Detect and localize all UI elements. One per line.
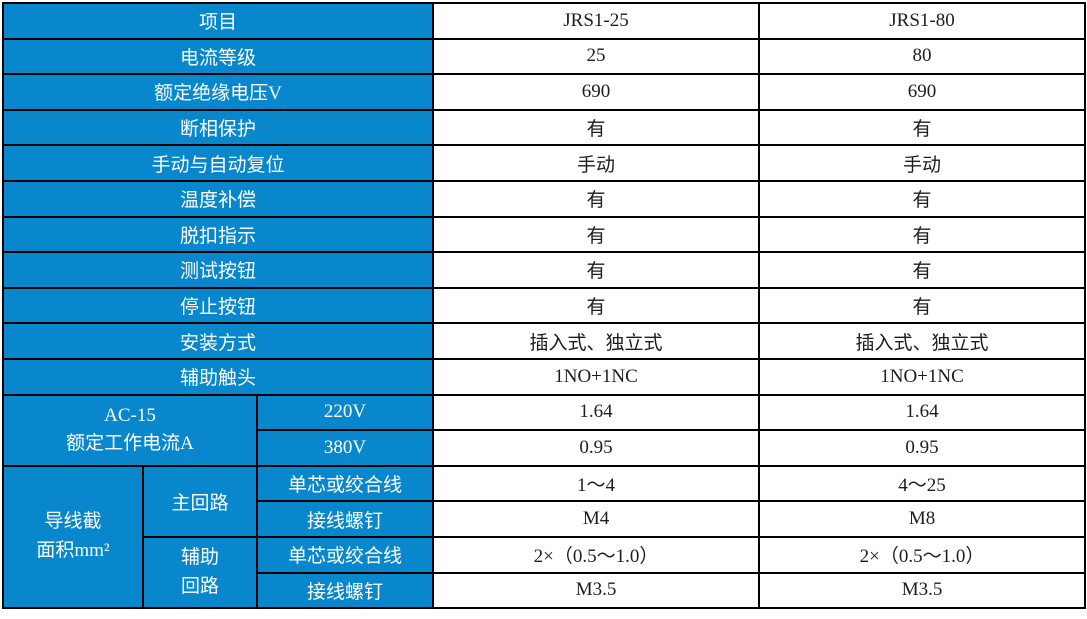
circuit-sub-label: 接线螺钉	[255, 571, 435, 610]
row-value: 有	[432, 286, 761, 325]
table-row-reset-mode: 手动与自动复位 手动 手动	[1, 144, 1087, 182]
row-value: 有	[432, 108, 761, 147]
table-row-phase-failure-protection: 断相保护 有 有	[1, 108, 1087, 147]
header-item-label: 项目	[1, 2, 435, 40]
ac15-sub-label: 220V	[255, 393, 435, 432]
row-value: 有	[758, 251, 1087, 289]
header-model-jrs1-25: JRS1-25	[432, 2, 761, 40]
row-label: 手动与自动复位	[1, 144, 435, 182]
row-value: M4	[432, 500, 761, 538]
row-label: 断相保护	[1, 108, 435, 147]
row-value: 1.64	[758, 393, 1087, 432]
table-row-header: 项目 JRS1-25 JRS1-80	[1, 2, 1087, 40]
table-row-stop-button: 停止按钮 有 有	[1, 286, 1087, 325]
table-row-aux-circuit-wire: 辅助 回路 单芯或绞合线 2×（0.5～1.0） 2×（0.5～1.0）	[3, 535, 1087, 610]
row-value: 690	[758, 73, 1087, 111]
row-label: 脱扣指示	[1, 215, 435, 254]
header-model-jrs1-80: JRS1-80	[758, 2, 1087, 40]
table-row-main-circuit-screw: 接线螺钉 M4 M8	[3, 500, 1087, 538]
row-value: 0.95	[758, 429, 1087, 467]
row-label: 温度补偿	[1, 179, 435, 218]
circuit-sub-label: 单芯或绞合线	[255, 464, 435, 503]
table-row-mounting-type: 安装方式 插入式、独立式 插入式、独立式	[1, 322, 1087, 360]
table-row-ac15-220v: AC-15 额定工作电流A 220V 1.64 1.64	[2, 393, 1087, 467]
row-label: 电流等级	[1, 37, 435, 76]
row-label: 停止按钮	[1, 286, 435, 325]
row-value: 插入式、独立式	[432, 322, 761, 360]
row-value: 2×（0.5～1.0）	[758, 535, 1087, 574]
row-value: 80	[758, 37, 1087, 76]
row-value: 有	[758, 108, 1087, 147]
table-row-current-class: 电流等级 25 80	[1, 37, 1087, 76]
row-label: 安装方式	[1, 322, 435, 360]
ac15-sub-label: 380V	[255, 429, 435, 467]
row-value: M3.5	[432, 571, 761, 610]
table-row-temp-compensation: 温度补偿 有 有	[1, 179, 1087, 218]
row-value: 有	[432, 251, 761, 289]
row-value: 1.64	[432, 393, 761, 432]
table-row-aux-circuit-screw: 接线螺钉 M3.5 M3.5	[3, 571, 1087, 610]
row-value: 插入式、独立式	[758, 322, 1087, 360]
circuit-sub-label: 单芯或绞合线	[255, 535, 435, 574]
table-row-insulation-voltage: 额定绝缘电压V 690 690	[1, 73, 1087, 111]
row-label: 测试按钮	[1, 251, 435, 289]
row-value: M3.5	[758, 571, 1087, 610]
row-label: 辅助触头	[1, 357, 435, 396]
row-value: 1NO+1NC	[432, 357, 761, 396]
table-row-test-button: 测试按钮 有 有	[1, 251, 1087, 289]
row-value: 手动	[432, 144, 761, 182]
circuit-sub-label: 接线螺钉	[255, 500, 435, 538]
row-value: 0.95	[432, 429, 761, 467]
row-label: 额定绝缘电压V	[1, 73, 435, 111]
ac15-group-label: AC-15 额定工作电流A	[2, 393, 258, 467]
aux-circuit-label: 辅助 回路	[142, 535, 258, 610]
table-row-main-circuit-wire: 导线截 面积mm² 主回路 单芯或绞合线 1～4 4～25	[2, 464, 1087, 610]
row-value: 1NO+1NC	[758, 357, 1087, 396]
row-value: 690	[432, 73, 761, 111]
table-row-auxiliary-contacts: 辅助触头 1NO+1NC 1NO+1NC	[1, 357, 1087, 396]
conductor-group-label: 导线截 面积mm²	[2, 464, 144, 610]
table-row-ac15-380v: 380V 0.95 0.95	[3, 429, 1087, 467]
main-circuit-label: 主回路	[142, 464, 258, 538]
row-value: 25	[432, 37, 761, 76]
row-value: 4～25	[758, 464, 1087, 503]
row-value: 2×（0.5～1.0）	[432, 535, 761, 574]
row-value: 1～4	[432, 464, 761, 503]
row-value: 有	[758, 286, 1087, 325]
table-row-trip-indicator: 脱扣指示 有 有	[1, 215, 1087, 254]
row-value: 手动	[758, 144, 1087, 182]
row-value: 有	[758, 179, 1087, 218]
row-value: M8	[758, 500, 1087, 538]
row-value: 有	[758, 215, 1087, 254]
row-value: 有	[432, 179, 761, 218]
row-value: 有	[432, 215, 761, 254]
